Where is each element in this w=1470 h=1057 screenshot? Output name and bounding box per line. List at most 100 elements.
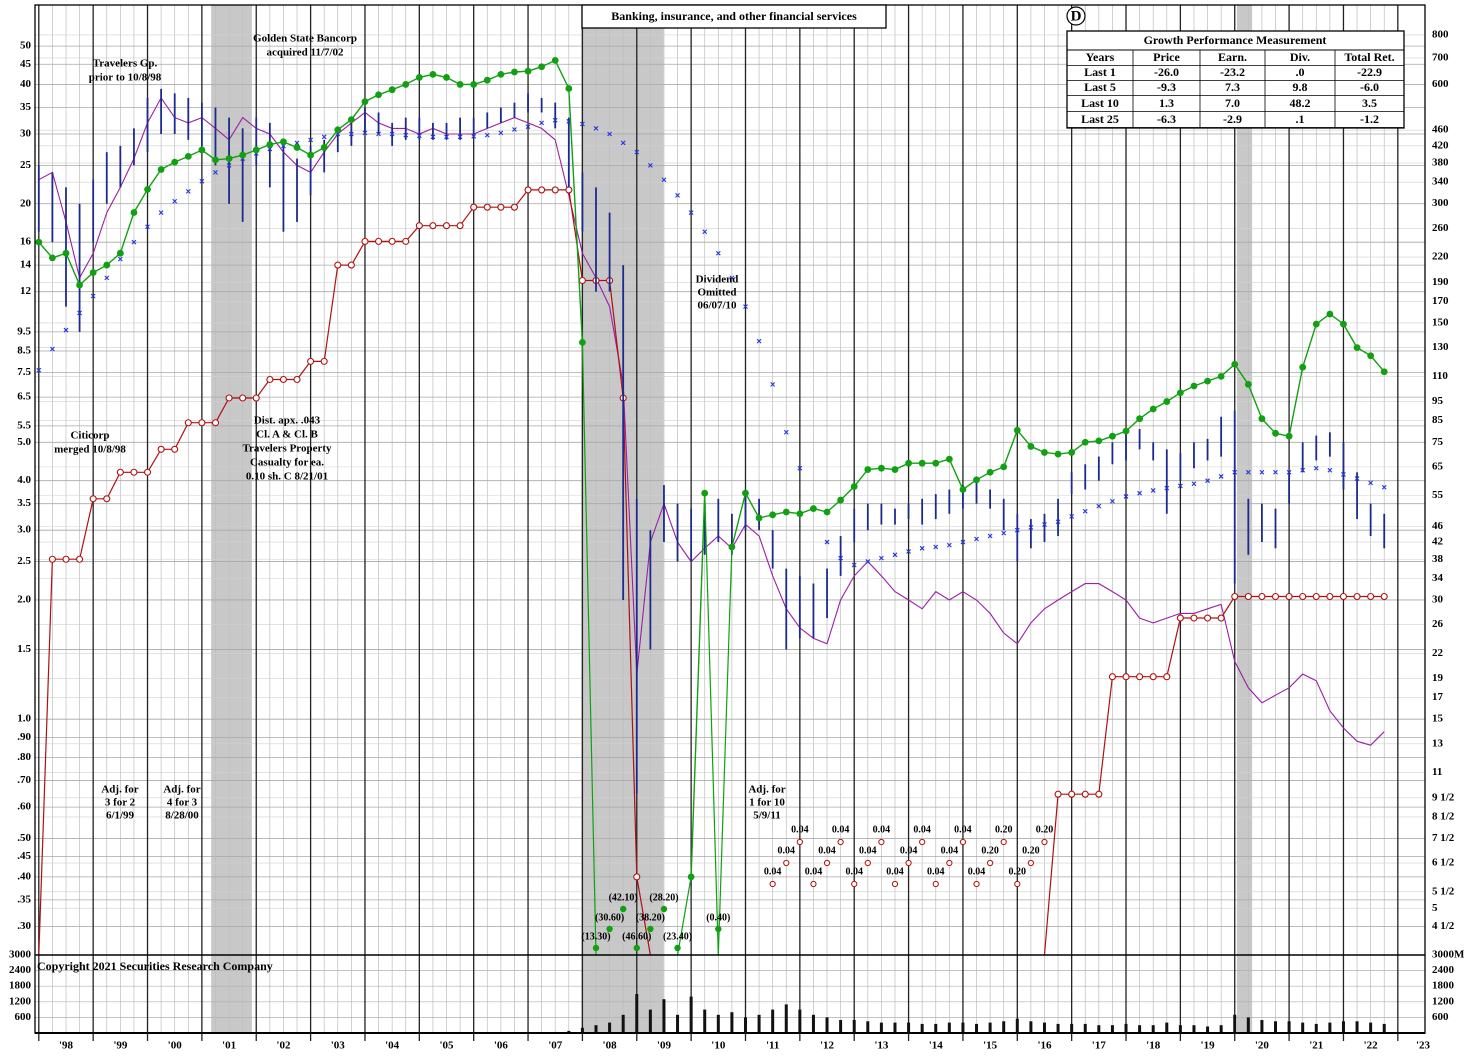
earnings-point xyxy=(76,281,83,289)
earnings-point xyxy=(157,166,165,173)
dividend-point xyxy=(1258,592,1266,601)
moving-average-point xyxy=(974,536,979,542)
moving-average-point xyxy=(824,539,830,545)
y-tick-label: 6.5 xyxy=(17,391,31,403)
earnings-point xyxy=(524,67,532,75)
y-tick-label: .90 xyxy=(17,731,31,743)
volume-bar xyxy=(866,1021,870,1033)
earnings-point xyxy=(334,126,342,134)
dividend-point xyxy=(565,186,573,194)
moving-average-point xyxy=(1001,530,1007,536)
y2-tick-label: 13 xyxy=(1432,737,1444,749)
earnings-point xyxy=(212,156,219,164)
annotation: Citicorp xyxy=(70,430,109,442)
dividend-note-point xyxy=(987,859,994,867)
earnings-point xyxy=(307,151,315,159)
volume-tick-label: 1800 xyxy=(1432,980,1455,992)
dividend-point xyxy=(483,203,491,211)
volume-bar xyxy=(920,1023,924,1033)
table-cell: -26.0 xyxy=(1154,65,1179,79)
dividend-point xyxy=(429,222,437,230)
y-tick-label: 9.5 xyxy=(17,325,31,337)
y2-tick-label: 150 xyxy=(1432,317,1449,329)
dividend-note: 0.04 xyxy=(778,845,796,856)
y-tick-label: 14 xyxy=(20,259,32,271)
earnings-point xyxy=(1367,352,1375,360)
copyright: Copyright 2021 Securities Research Compa… xyxy=(37,959,273,973)
dividend-note-point xyxy=(796,838,803,846)
earnings-point xyxy=(1204,377,1211,385)
y2-tick-label: 65 xyxy=(1432,460,1444,472)
x-tick-label: '22 xyxy=(1364,1040,1379,1052)
volume-bar xyxy=(1219,1025,1223,1033)
moving-average-point xyxy=(688,210,694,215)
x-tick-label: '06 xyxy=(494,1040,509,1052)
volume-bar xyxy=(1382,1023,1386,1033)
dividend-point xyxy=(633,873,641,881)
moving-average-point xyxy=(1096,503,1102,509)
volume-bar xyxy=(1341,1021,1345,1033)
moving-average-point xyxy=(580,121,585,127)
volume-bar xyxy=(689,996,693,1033)
y2-tick-label: 15 xyxy=(1432,713,1444,725)
moving-average-point xyxy=(1123,494,1129,499)
table-cell: -22.9 xyxy=(1357,65,1382,79)
table-cell: Last 25 xyxy=(1081,112,1119,126)
dividend-note-point xyxy=(891,880,899,888)
x-tick-label: '21 xyxy=(1309,1040,1323,1052)
dividend-note: 0.04 xyxy=(832,824,850,835)
y-tick-label: .60 xyxy=(17,801,31,813)
y-tick-label: 1.5 xyxy=(17,643,31,655)
moving-average-point xyxy=(1137,490,1142,496)
dividend-point xyxy=(470,203,478,211)
earnings-point xyxy=(1272,429,1279,437)
y2-tick-label: 220 xyxy=(1432,251,1449,263)
y2-tick-label: 19 xyxy=(1432,672,1444,684)
earnings-point xyxy=(198,146,206,154)
dividend-note: 0.04 xyxy=(913,824,931,835)
dividend-note-point xyxy=(973,880,980,888)
x-tick-label: '07 xyxy=(548,1040,563,1052)
y-tick-label: 7.5 xyxy=(17,366,31,378)
y2-tick-label: 38 xyxy=(1432,553,1444,565)
x-tick-label: '98 xyxy=(59,1040,74,1052)
volume-bar xyxy=(771,1009,775,1033)
earnings-point xyxy=(361,98,369,106)
earnings-point xyxy=(35,238,43,246)
earnings-deficit-point xyxy=(647,925,654,933)
table-cell: -1.2 xyxy=(1360,112,1379,126)
dividend-point xyxy=(1068,790,1076,798)
dividend-note-point xyxy=(919,838,926,846)
moving-average-point xyxy=(702,229,708,235)
volume-bar xyxy=(879,1022,883,1033)
earnings-point xyxy=(252,146,260,154)
dividend-point xyxy=(334,261,342,269)
moving-average-point xyxy=(715,250,721,256)
x-tick-label: '15 xyxy=(983,1040,998,1052)
dividend-point xyxy=(361,237,369,245)
y2-tick-label: 260 xyxy=(1432,222,1449,234)
table-cell: -23.2 xyxy=(1220,65,1245,79)
moving-average-point xyxy=(1150,488,1156,493)
dividend-point xyxy=(551,186,559,194)
dividend-note-point xyxy=(864,859,871,867)
dividend-note-point xyxy=(1041,838,1048,846)
dividend-note: 0.04 xyxy=(954,824,972,835)
x-tick-label: '03 xyxy=(331,1040,346,1052)
y2-tick-label: 75 xyxy=(1432,436,1444,448)
earnings-point xyxy=(810,505,817,513)
volume-bar xyxy=(988,1022,992,1033)
y2-tick-label: 110 xyxy=(1432,370,1448,382)
x-tick-label: '09 xyxy=(657,1040,672,1052)
earnings-deficit-point xyxy=(660,905,668,913)
x-tick-label: '14 xyxy=(929,1040,944,1052)
earnings-point xyxy=(1190,382,1198,390)
earnings-point xyxy=(769,511,777,519)
moving-average-point xyxy=(1232,469,1238,475)
volume-bar xyxy=(1328,1022,1332,1033)
dividend-note-point xyxy=(837,838,844,846)
volume-bar xyxy=(635,994,639,1033)
moving-average-point xyxy=(389,131,395,137)
volume-tick-label: 600 xyxy=(15,1011,32,1023)
moving-average-point xyxy=(1055,519,1061,525)
